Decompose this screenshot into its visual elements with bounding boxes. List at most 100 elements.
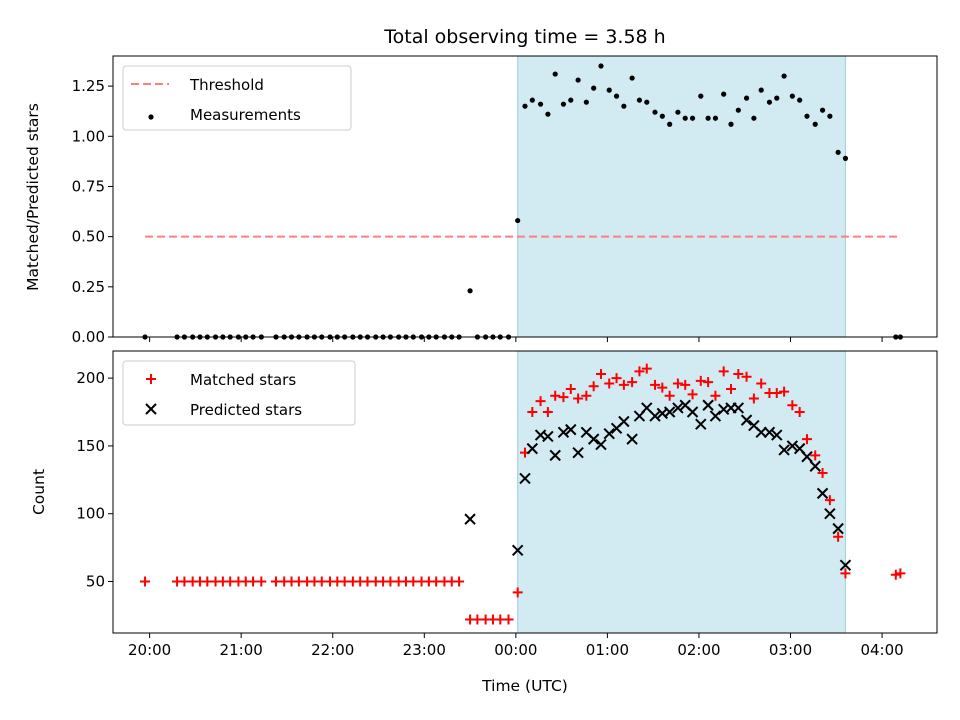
legend-matched-marker <box>146 374 156 384</box>
predicted-star-point <box>824 507 836 520</box>
predicted-star-point <box>695 418 707 430</box>
matched-star-point <box>833 531 844 542</box>
chart-title: Total observing time = 3.58 h <box>383 26 665 48</box>
matched-star-point <box>650 379 661 390</box>
measurement-point <box>766 99 773 105</box>
x-tick-label: 03:00 <box>769 641 812 659</box>
legend-label: Predicted stars <box>190 401 302 419</box>
predicted-star-point <box>702 399 714 411</box>
matched-star-point <box>817 468 828 479</box>
legend: Threshold Measurements <box>122 65 352 131</box>
matched-star-point <box>687 389 698 400</box>
y-tick-label: 100 <box>76 505 105 523</box>
x-tick-label: 23:00 <box>403 641 446 659</box>
predicted-star-point <box>572 446 584 459</box>
predicted-star-point <box>542 430 554 443</box>
y-axis-label-ratio: Matched/Predicted stars <box>24 103 42 291</box>
predicted-star-point <box>565 423 577 436</box>
matched-star-point <box>618 379 629 390</box>
matched-star-point <box>542 407 553 418</box>
measurement-point <box>789 93 795 99</box>
count-panel: Count Time (UTC) 50 100 150 200 20:00 21:00 22… <box>30 350 938 695</box>
predicted-star-point <box>649 410 661 422</box>
measurement-point <box>758 87 764 93</box>
measurement-point <box>552 71 558 77</box>
matched-star-point <box>558 392 569 403</box>
measurement-point <box>781 73 787 79</box>
matched-star-point <box>581 390 592 401</box>
legend-box <box>122 360 356 426</box>
matched-star-point <box>256 576 267 587</box>
matched-star-point <box>503 614 514 625</box>
predicted-star-point <box>778 444 790 456</box>
predicted-star-point <box>763 426 776 439</box>
predicted-star-point <box>686 406 699 418</box>
plot-frame <box>112 350 938 634</box>
matched-star-point <box>672 378 683 389</box>
measurement-point <box>751 115 757 121</box>
matched-star-point <box>588 381 599 392</box>
predicted-star-point <box>587 433 600 445</box>
matched-star-point <box>733 369 744 380</box>
measurement-point <box>606 87 612 93</box>
predicted-star-point <box>464 513 476 525</box>
predicted-star-point <box>801 451 813 463</box>
x-axis-label: Time (UTC) <box>481 677 568 695</box>
matched-star-point <box>641 363 652 374</box>
legend-label: Measurements <box>190 106 301 124</box>
matched-star-point <box>779 386 790 397</box>
predicted-star-point <box>618 415 630 428</box>
measurement-point <box>774 95 780 101</box>
predicted-star-point <box>672 402 684 414</box>
matched-star-point <box>824 495 835 506</box>
matched-star-point <box>695 375 706 386</box>
x-tick-label: 02:00 <box>677 641 720 659</box>
measurement-point <box>575 77 581 83</box>
measurement-point <box>705 115 711 121</box>
matched-star-point <box>771 388 782 399</box>
matched-star-point <box>611 373 622 384</box>
matched-star-point <box>512 587 523 598</box>
measurement-point <box>835 149 841 155</box>
measurement-point <box>689 115 696 121</box>
matched-star-point <box>535 396 546 407</box>
measurement-point <box>827 113 833 119</box>
measurement-point <box>797 97 803 103</box>
measurement-point <box>659 113 665 119</box>
predicted-star-point <box>519 472 531 485</box>
measurement-point <box>743 95 750 101</box>
matched-star-point <box>748 393 759 404</box>
y-tick-label: 0.50 <box>72 228 105 246</box>
measurement-point <box>804 113 810 119</box>
matched-star-point <box>810 450 821 461</box>
x-tick-label: 21:00 <box>220 641 263 659</box>
matched-star-point <box>604 378 615 389</box>
y-tick-label: 200 <box>76 369 105 387</box>
predicted-star-point <box>603 427 615 440</box>
measurement-point <box>712 115 719 121</box>
shaded-interval <box>517 350 846 634</box>
legend-label: Threshold <box>189 76 264 94</box>
matched-star-point <box>794 407 805 418</box>
matched-star-point <box>801 434 812 445</box>
measurement-point <box>613 93 620 99</box>
matched-star-point <box>140 576 151 587</box>
x-tick-label: 20:00 <box>128 641 171 659</box>
matched-star-point <box>664 390 675 401</box>
y-axis-label-count: Count <box>30 469 48 515</box>
predicted-star-point <box>663 406 676 418</box>
matched-star-point <box>595 369 606 380</box>
legend: Matched stars Predicted stars <box>122 360 356 426</box>
measurement-point <box>644 99 650 105</box>
y-tick-label: 50 <box>86 572 105 590</box>
predicted-star-point <box>557 426 570 439</box>
matched-star-point <box>634 366 645 377</box>
predicted-star-point <box>786 440 799 452</box>
measurement-point <box>560 101 567 107</box>
predicted-star-point <box>809 460 821 472</box>
matched-star-point <box>710 390 721 401</box>
measurement-point <box>682 115 688 121</box>
matched-star-point <box>741 371 752 382</box>
matched-star-point <box>787 400 798 411</box>
